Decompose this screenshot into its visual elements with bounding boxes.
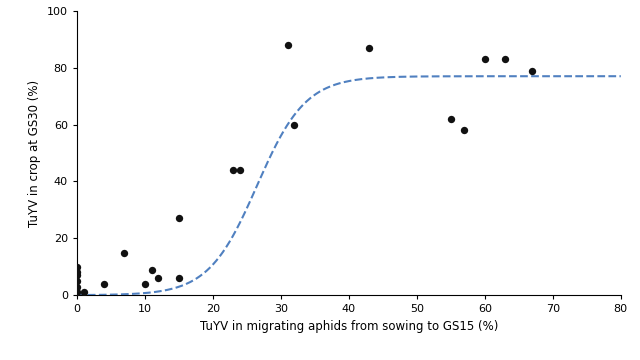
Point bbox=[140, 281, 150, 287]
Point bbox=[72, 284, 82, 289]
Point bbox=[72, 278, 82, 284]
Point bbox=[79, 289, 89, 295]
Point bbox=[99, 281, 109, 287]
Point bbox=[289, 122, 300, 127]
Point bbox=[235, 167, 245, 173]
Point bbox=[173, 216, 184, 221]
Point bbox=[72, 270, 82, 275]
Point bbox=[460, 127, 470, 133]
Y-axis label: TuYV in crop at GS30 (%): TuYV in crop at GS30 (%) bbox=[28, 80, 41, 226]
Point bbox=[480, 56, 490, 62]
Point bbox=[173, 275, 184, 281]
Point bbox=[364, 45, 374, 51]
Point bbox=[72, 264, 82, 270]
Point bbox=[72, 273, 82, 278]
Point bbox=[154, 275, 164, 281]
Point bbox=[527, 68, 538, 73]
Point bbox=[445, 116, 456, 122]
Point bbox=[228, 167, 238, 173]
Point bbox=[72, 289, 82, 295]
X-axis label: TuYV in migrating aphids from sowing to GS15 (%): TuYV in migrating aphids from sowing to … bbox=[200, 320, 498, 333]
Point bbox=[500, 56, 510, 62]
Point bbox=[282, 42, 292, 48]
Point bbox=[147, 267, 157, 273]
Point bbox=[119, 250, 129, 256]
